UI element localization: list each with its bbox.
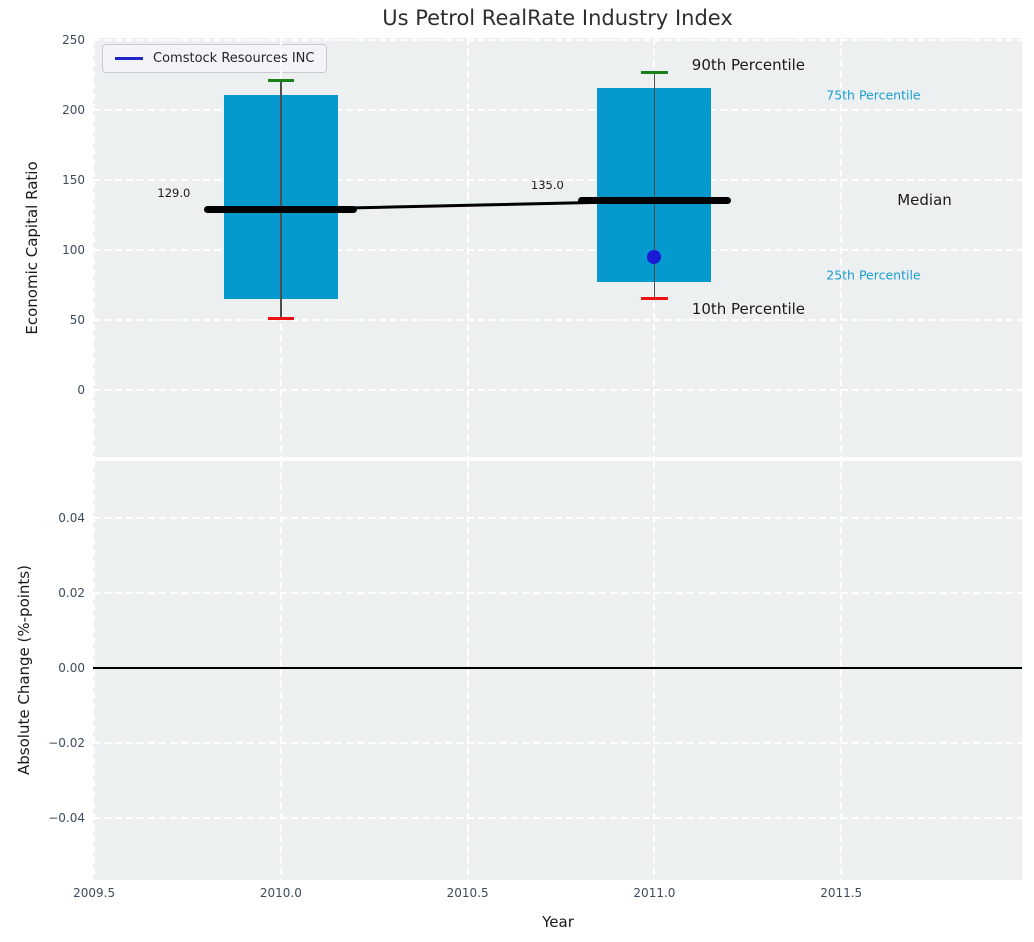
grid-line-vertical: [466, 38, 469, 457]
grid-line-horizontal: [93, 742, 1022, 745]
y-tick-label: 50: [69, 312, 85, 327]
grid-line-horizontal: [93, 248, 1022, 251]
grid-line-vertical: [653, 461, 656, 880]
grid-line-vertical: [466, 461, 469, 880]
x-tick-label: 2010.5: [446, 886, 489, 900]
y-tick-label: 0.00: [58, 661, 85, 676]
x-tick-label: 2010.0: [259, 886, 302, 900]
y-tick-label: 100: [62, 242, 85, 257]
y-tick-label: 200: [62, 103, 85, 118]
x-axis-label: Year: [542, 913, 574, 931]
y-tick-label: 0: [77, 382, 85, 397]
y-tick-label: −0.04: [48, 811, 85, 826]
grid-line-horizontal: [93, 318, 1022, 321]
grid-line-horizontal: [93, 178, 1022, 181]
p10-cap: [267, 316, 294, 320]
median-value-label: 135.0: [530, 177, 564, 192]
annotation-25th-percentile: 25th Percentile: [826, 267, 921, 283]
grid-line-horizontal: [93, 39, 1022, 42]
median-line: [577, 197, 731, 205]
p90-cap: [267, 79, 294, 83]
y-tick-label: −0.02: [48, 736, 85, 751]
y-tick-label: 0.02: [58, 586, 85, 601]
grid-line-horizontal: [93, 109, 1022, 112]
chart-title: Us Petrol RealRate Industry Index: [382, 6, 733, 30]
median-value-label: 129.0: [157, 186, 191, 201]
whisker-line: [280, 80, 282, 319]
whisker-line: [653, 72, 656, 299]
x-tick-label: 2011.5: [820, 886, 863, 900]
grid-line-horizontal: [93, 388, 1022, 391]
annotation-10th-percentile: 10th Percentile: [691, 299, 806, 318]
bottom-plot-area: [93, 461, 1022, 880]
grid-line-vertical: [840, 461, 843, 880]
grid-line-vertical: [840, 38, 843, 457]
legend-line-swatch: [115, 57, 143, 60]
grid-line-vertical: [279, 461, 282, 880]
p10-cap: [641, 297, 668, 301]
x-tick-label: 2011.0: [633, 886, 676, 900]
y-tick-label: 0.04: [58, 511, 85, 526]
zero-reference-line: [93, 667, 1022, 669]
grid-line-horizontal: [93, 517, 1022, 520]
legend: Comstock Resources INC: [102, 44, 328, 73]
grid-line-horizontal: [93, 817, 1022, 820]
grid-line-horizontal: [93, 592, 1022, 595]
y-tick-label: 150: [62, 172, 85, 187]
x-tick-label: 2009.5: [73, 886, 116, 900]
legend-label: Comstock Resources INC: [153, 51, 315, 66]
y-tick-label: 250: [62, 33, 85, 48]
annotation-75th-percentile: 75th Percentile: [826, 87, 921, 103]
p90-cap: [641, 70, 668, 74]
annotation-90th-percentile: 90th Percentile: [691, 56, 806, 75]
annotation-median: Median: [897, 190, 952, 209]
company-marker-dot: [647, 249, 662, 264]
grid-line-vertical: [93, 461, 96, 880]
grid-line-vertical: [93, 38, 96, 457]
median-line: [204, 205, 358, 213]
